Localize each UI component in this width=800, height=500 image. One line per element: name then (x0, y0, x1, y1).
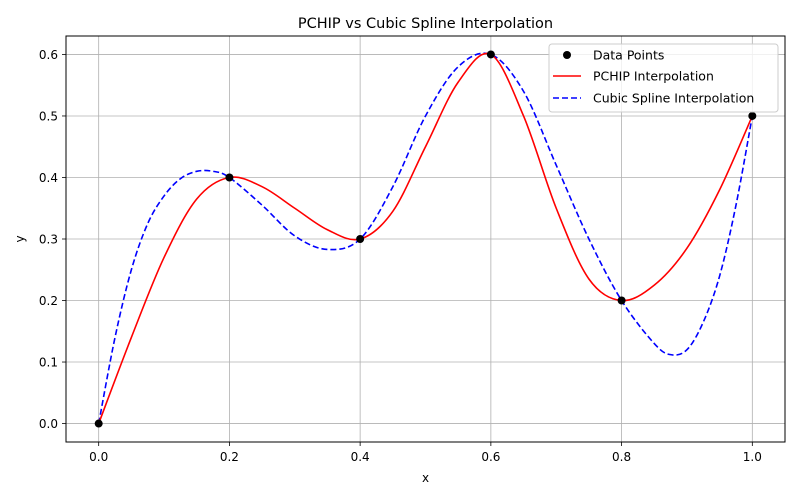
data-point-marker (486, 50, 495, 59)
legend-label-pchip: PCHIP Interpolation (593, 69, 714, 84)
data-point-marker (748, 111, 757, 120)
data-point-marker (617, 296, 626, 305)
y-tick-label: 0.2 (39, 294, 58, 308)
x-axis: 0.0 0.2 0.4 0.6 0.8 1.0 (89, 442, 762, 464)
x-tick-label: 0.2 (220, 450, 239, 464)
legend: Data Points PCHIP Interpolation Cubic Sp… (548, 43, 779, 113)
legend-label-data-points: Data Points (593, 48, 664, 63)
legend-box (548, 43, 779, 113)
x-tick-label: 0.4 (351, 450, 370, 464)
x-axis-label: x (422, 471, 429, 485)
y-axis: 0.0 0.1 0.2 0.3 0.4 0.5 0.6 (39, 48, 66, 431)
legend-label-cubic-spline: Cubic Spline Interpolation (593, 91, 754, 106)
chart-title: PCHIP vs Cubic Spline Interpolation (298, 16, 553, 32)
x-tick-label: 0.8 (612, 450, 631, 464)
legend-marker-data-points (563, 51, 571, 59)
x-tick-label: 0.6 (481, 450, 500, 464)
y-axis-label: y (13, 235, 27, 242)
x-tick-label: 1.0 (743, 450, 762, 464)
y-tick-label: 0.5 (39, 109, 58, 123)
data-point-marker (356, 235, 365, 243)
cubic-spline-line (97, 52, 754, 424)
data-point-marker (225, 173, 234, 182)
series-layer (94, 50, 757, 428)
y-tick-label: 0.6 (39, 48, 58, 62)
x-tick-label: 0.0 (89, 450, 108, 464)
y-tick-label: 0.0 (39, 417, 58, 431)
y-tick-label: 0.3 (39, 232, 58, 246)
y-tick-label: 0.4 (39, 171, 58, 185)
y-tick-label: 0.1 (39, 355, 58, 369)
pchip-line (97, 52, 754, 424)
data-point-marker (94, 419, 103, 428)
